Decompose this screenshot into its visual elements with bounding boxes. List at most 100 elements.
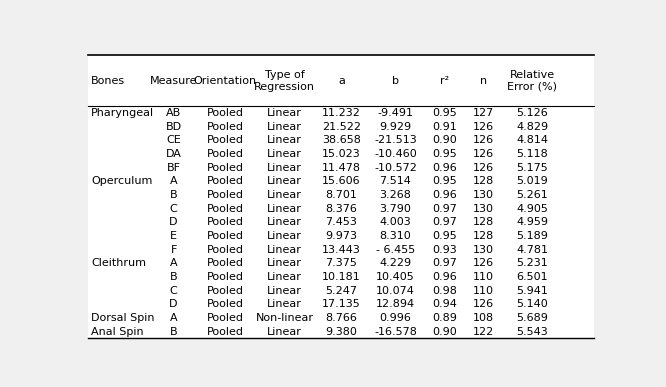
Text: Linear: Linear bbox=[267, 108, 302, 118]
Text: Linear: Linear bbox=[267, 258, 302, 268]
Text: 13.443: 13.443 bbox=[322, 245, 361, 255]
Text: 5.189: 5.189 bbox=[516, 231, 548, 241]
Text: 126: 126 bbox=[473, 135, 494, 145]
Text: 4.829: 4.829 bbox=[516, 122, 548, 132]
Text: B: B bbox=[170, 190, 177, 200]
Text: 0.97: 0.97 bbox=[432, 258, 457, 268]
Text: Pooled: Pooled bbox=[206, 286, 244, 296]
Text: Pooled: Pooled bbox=[206, 272, 244, 282]
Text: 8.701: 8.701 bbox=[326, 190, 357, 200]
Text: 4.003: 4.003 bbox=[380, 217, 412, 227]
Text: 127: 127 bbox=[473, 108, 494, 118]
Text: Pooled: Pooled bbox=[206, 149, 244, 159]
Text: 0.96: 0.96 bbox=[432, 190, 457, 200]
Text: Cleithrum: Cleithrum bbox=[91, 258, 146, 268]
Text: B: B bbox=[170, 272, 177, 282]
Text: 5.689: 5.689 bbox=[516, 313, 548, 323]
Text: Orientation: Orientation bbox=[194, 76, 257, 86]
Text: 7.375: 7.375 bbox=[326, 258, 357, 268]
Text: 8.376: 8.376 bbox=[326, 204, 357, 214]
Text: 10.074: 10.074 bbox=[376, 286, 415, 296]
Text: 4.905: 4.905 bbox=[516, 204, 548, 214]
Text: 15.023: 15.023 bbox=[322, 149, 361, 159]
Text: Pooled: Pooled bbox=[206, 122, 244, 132]
Text: 126: 126 bbox=[473, 163, 494, 173]
Text: 8.310: 8.310 bbox=[380, 231, 412, 241]
Text: 0.95: 0.95 bbox=[432, 231, 457, 241]
Text: 15.606: 15.606 bbox=[322, 176, 360, 186]
Text: C: C bbox=[170, 286, 177, 296]
Text: D: D bbox=[169, 299, 178, 309]
Text: Pooled: Pooled bbox=[206, 163, 244, 173]
Text: Pooled: Pooled bbox=[206, 108, 244, 118]
Text: -16.578: -16.578 bbox=[374, 327, 417, 337]
Text: CE: CE bbox=[166, 135, 181, 145]
Text: 130: 130 bbox=[473, 204, 494, 214]
Text: Pooled: Pooled bbox=[206, 245, 244, 255]
Text: 12.894: 12.894 bbox=[376, 299, 415, 309]
Text: 11.478: 11.478 bbox=[322, 163, 361, 173]
Text: BD: BD bbox=[166, 122, 182, 132]
Text: 0.93: 0.93 bbox=[432, 245, 457, 255]
Text: 0.95: 0.95 bbox=[432, 149, 457, 159]
Text: Operculum: Operculum bbox=[91, 176, 153, 186]
Text: 5.126: 5.126 bbox=[516, 108, 548, 118]
Text: 4.959: 4.959 bbox=[516, 217, 548, 227]
Text: 0.90: 0.90 bbox=[432, 135, 457, 145]
Text: 122: 122 bbox=[473, 327, 494, 337]
Text: DA: DA bbox=[166, 149, 182, 159]
Text: Non-linear: Non-linear bbox=[256, 313, 314, 323]
Text: 0.95: 0.95 bbox=[432, 108, 457, 118]
Text: Linear: Linear bbox=[267, 327, 302, 337]
Text: Linear: Linear bbox=[267, 122, 302, 132]
Text: 11.232: 11.232 bbox=[322, 108, 361, 118]
Text: Linear: Linear bbox=[267, 176, 302, 186]
Text: 5.247: 5.247 bbox=[325, 286, 358, 296]
Text: Pooled: Pooled bbox=[206, 204, 244, 214]
Text: 126: 126 bbox=[473, 149, 494, 159]
Text: Pooled: Pooled bbox=[206, 258, 244, 268]
Text: -10.460: -10.460 bbox=[374, 149, 417, 159]
Text: 0.95: 0.95 bbox=[432, 176, 457, 186]
Text: 5.543: 5.543 bbox=[516, 327, 548, 337]
FancyBboxPatch shape bbox=[89, 55, 594, 339]
Text: 0.97: 0.97 bbox=[432, 217, 457, 227]
Text: 128: 128 bbox=[473, 217, 494, 227]
Text: Linear: Linear bbox=[267, 163, 302, 173]
Text: 8.766: 8.766 bbox=[326, 313, 357, 323]
Text: 126: 126 bbox=[473, 299, 494, 309]
Text: 110: 110 bbox=[473, 286, 494, 296]
Text: C: C bbox=[170, 204, 177, 214]
Text: 126: 126 bbox=[473, 122, 494, 132]
Text: BF: BF bbox=[166, 163, 180, 173]
Text: 10.181: 10.181 bbox=[322, 272, 361, 282]
Text: a: a bbox=[338, 76, 345, 86]
Text: b: b bbox=[392, 76, 399, 86]
Text: 0.90: 0.90 bbox=[432, 327, 457, 337]
Text: 5.231: 5.231 bbox=[516, 258, 548, 268]
Text: 9.973: 9.973 bbox=[325, 231, 358, 241]
Text: 38.658: 38.658 bbox=[322, 135, 361, 145]
Text: 4.781: 4.781 bbox=[516, 245, 548, 255]
Text: Bones: Bones bbox=[91, 76, 125, 86]
Text: 7.453: 7.453 bbox=[326, 217, 357, 227]
Text: 3.268: 3.268 bbox=[380, 190, 412, 200]
Text: Linear: Linear bbox=[267, 149, 302, 159]
Text: 5.118: 5.118 bbox=[516, 149, 548, 159]
Text: A: A bbox=[170, 313, 177, 323]
Text: r²: r² bbox=[440, 76, 449, 86]
Text: 7.514: 7.514 bbox=[380, 176, 412, 186]
Text: Relative
Error (%): Relative Error (%) bbox=[507, 70, 557, 91]
Text: Pooled: Pooled bbox=[206, 231, 244, 241]
Text: 5.941: 5.941 bbox=[516, 286, 548, 296]
Text: 21.522: 21.522 bbox=[322, 122, 361, 132]
Text: Linear: Linear bbox=[267, 135, 302, 145]
Text: A: A bbox=[170, 176, 177, 186]
Text: 5.261: 5.261 bbox=[516, 190, 548, 200]
Text: Dorsal Spin: Dorsal Spin bbox=[91, 313, 155, 323]
Text: 5.140: 5.140 bbox=[516, 299, 548, 309]
Text: Anal Spin: Anal Spin bbox=[91, 327, 144, 337]
Text: - 6.455: - 6.455 bbox=[376, 245, 415, 255]
Text: Pooled: Pooled bbox=[206, 313, 244, 323]
Text: 0.96: 0.96 bbox=[432, 163, 457, 173]
